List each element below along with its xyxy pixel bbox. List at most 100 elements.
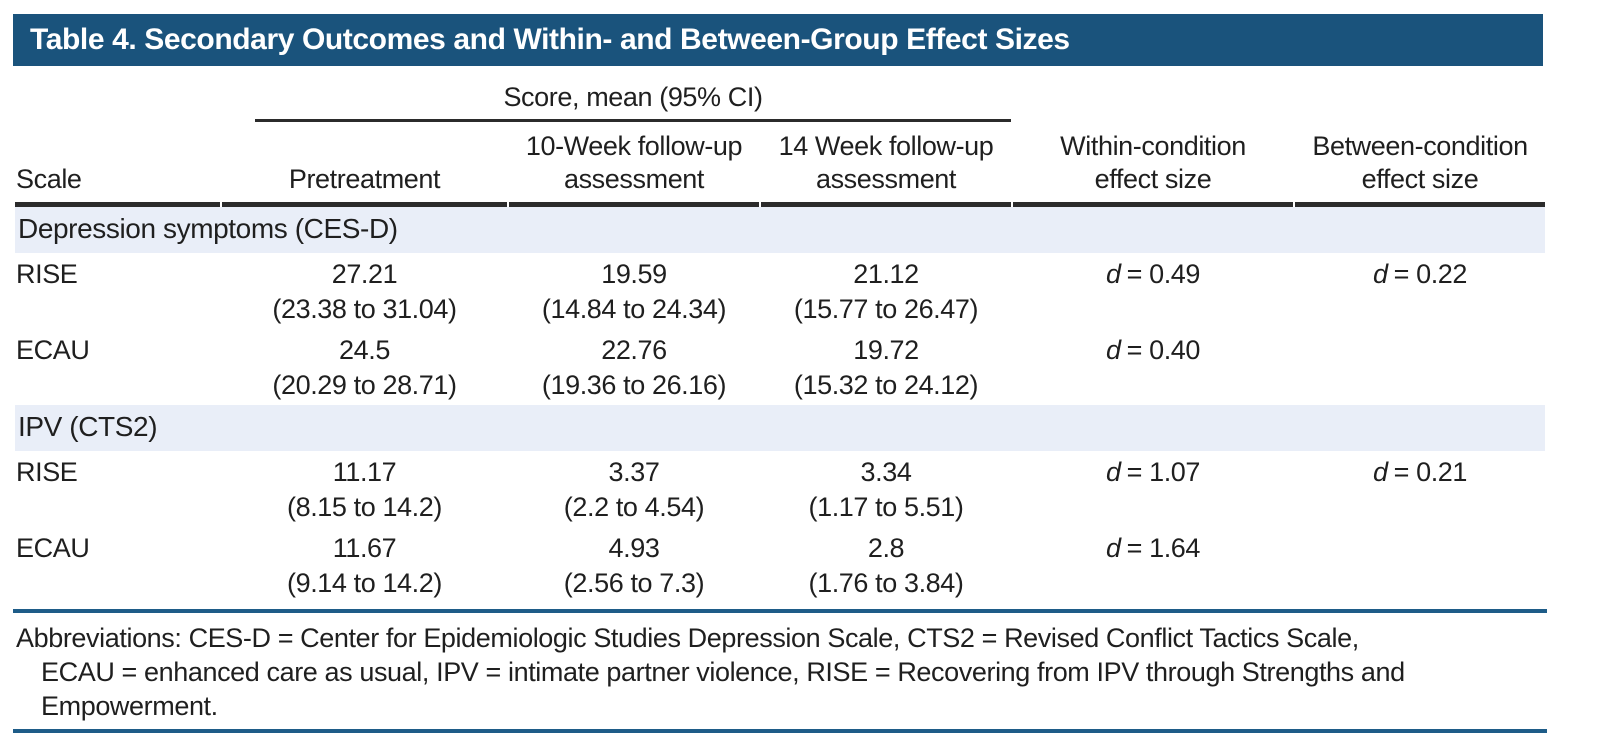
- between-effect-cell: d = 0.21: [1295, 451, 1545, 527]
- column-header-pretreatment: Pretreatment: [222, 122, 507, 207]
- confidence-interval: (19.36 to 26.16): [541, 370, 727, 400]
- within-effect-cell: d = 1.07: [1013, 451, 1293, 527]
- mean-value: 2.8: [867, 533, 905, 563]
- table-figure: Table 4. Secondary Outcomes and Within- …: [13, 14, 1547, 733]
- effect-value: = 0.22: [1393, 259, 1468, 289]
- confidence-interval: (9.14 to 14.2): [286, 568, 442, 598]
- confidence-interval: (20.29 to 28.71): [272, 370, 457, 400]
- within-column-spacer: [1013, 78, 1293, 122]
- divider-rule-bottom: [13, 729, 1547, 733]
- column-header-within: Within-condition effect size: [1013, 122, 1294, 207]
- footnote-line: Empowerment.: [41, 691, 218, 721]
- within-effect-cell: d = 0.49: [1013, 253, 1293, 329]
- outcomes-table: Score, mean (95% CI) Scale Pretreatment …: [13, 78, 1547, 603]
- confidence-interval: (1.17 to 5.51): [808, 492, 964, 522]
- confidence-interval: (8.15 to 14.2): [286, 492, 442, 522]
- mean-value: 19.59: [601, 259, 667, 289]
- pretreatment-cell: 24.5 (20.29 to 28.71): [222, 329, 507, 405]
- column-header-row: Scale Pretreatment 10-Week follow-up ass…: [15, 122, 1546, 207]
- mean-value: 19.72: [853, 335, 919, 365]
- column-header-between: Between-condition effect size: [1295, 122, 1546, 207]
- week10-cell: 22.76 (19.36 to 26.16): [509, 329, 759, 405]
- column-header-within-line1: Within-condition: [1060, 131, 1246, 161]
- score-spanner-row: Score, mean (95% CI): [15, 78, 1545, 122]
- scale-cell: ECAU: [16, 335, 90, 365]
- mean-value: 24.5: [339, 335, 390, 365]
- table-title: Table 4. Secondary Outcomes and Within- …: [30, 23, 1070, 56]
- mean-value: 4.93: [608, 533, 660, 563]
- effect-symbol: d: [1105, 335, 1121, 365]
- confidence-interval: (2.2 to 4.54): [563, 492, 705, 522]
- column-header-10week-line1: 10-Week follow-up: [525, 131, 743, 161]
- scale-cell: ECAU: [16, 533, 90, 563]
- confidence-interval: (23.38 to 31.04): [272, 294, 457, 324]
- scale-cell: RISE: [16, 457, 78, 487]
- effect-value: = 0.21: [1393, 457, 1468, 487]
- column-header-14week: 14 Week follow-up assessment: [761, 122, 1012, 207]
- table-title-bar: Table 4. Secondary Outcomes and Within- …: [13, 14, 1543, 66]
- column-header-between-line2: effect size: [1361, 164, 1479, 194]
- table-row-depression-ecau: ECAU 24.5 (20.29 to 28.71) 22.76 (19.36 …: [15, 329, 1545, 405]
- mean-value: 11.17: [332, 457, 397, 487]
- week10-cell: 4.93 (2.56 to 7.3): [509, 527, 759, 603]
- footnote-line: ECAU = enhanced care as usual, IPV = int…: [41, 657, 1405, 687]
- column-header-14week-line2: assessment: [815, 164, 957, 194]
- table-row-depression-rise: RISE 27.21 (23.38 to 31.04) 19.59 (14.84…: [15, 253, 1545, 329]
- confidence-interval: (1.76 to 3.84): [808, 568, 964, 598]
- column-header-14week-line1: 14 Week follow-up: [778, 131, 994, 161]
- effect-value: = 0.40: [1126, 335, 1201, 365]
- table-row-ipv-ecau: ECAU 11.67 (9.14 to 14.2) 4.93 (2.56 to …: [15, 527, 1545, 603]
- table-footnote: Abbreviations: CES-D = Center for Epidem…: [16, 621, 1540, 723]
- pretreatment-cell: 11.17 (8.15 to 14.2): [222, 451, 507, 527]
- effect-symbol: d: [1105, 259, 1121, 289]
- confidence-interval: (15.32 to 24.12): [793, 370, 979, 400]
- mean-value: 27.21: [331, 259, 398, 289]
- effect-symbol: d: [1372, 259, 1388, 289]
- footnote-line: Abbreviations: CES-D = Center for Epidem…: [16, 623, 1359, 653]
- week14-cell: 2.8 (1.76 to 3.84): [761, 527, 1011, 603]
- column-header-10week: 10-Week follow-up assessment: [509, 122, 759, 207]
- column-header-within-line2: effect size: [1094, 164, 1212, 194]
- between-column-spacer: [1295, 78, 1545, 122]
- table-header: Score, mean (95% CI) Scale Pretreatment …: [15, 78, 1546, 207]
- section-row-ipv: IPV (CTS2): [15, 405, 1546, 451]
- between-effect-cell-empty: [1295, 527, 1545, 603]
- column-header-scale: Scale: [15, 122, 220, 207]
- week14-cell: 3.34 (1.17 to 5.51): [761, 451, 1011, 527]
- score-mean-spanner: Score, mean (95% CI): [222, 78, 1012, 122]
- mean-value: 22.76: [601, 335, 667, 365]
- mean-value: 11.67: [332, 533, 397, 563]
- section-row-depression: Depression symptoms (CES-D): [15, 207, 1546, 253]
- column-header-10week-line2: assessment: [563, 164, 705, 194]
- week10-cell: 19.59 (14.84 to 24.34): [509, 253, 759, 329]
- confidence-interval: (2.56 to 7.3): [563, 568, 705, 598]
- within-effect-cell: d = 0.40: [1013, 329, 1293, 405]
- section-label-depression: Depression symptoms (CES-D): [15, 207, 1546, 253]
- mean-value: 3.34: [860, 457, 912, 487]
- effect-symbol: d: [1105, 533, 1121, 563]
- mean-value: 21.12: [853, 259, 919, 289]
- scale-cell: RISE: [16, 259, 78, 289]
- pretreatment-cell: 27.21 (23.38 to 31.04): [222, 253, 507, 329]
- within-effect-cell: d = 1.64: [1013, 527, 1293, 603]
- between-effect-cell: d = 0.22: [1295, 253, 1545, 329]
- confidence-interval: (15.77 to 26.47): [793, 294, 979, 324]
- section-label-ipv: IPV (CTS2): [15, 405, 1546, 451]
- week14-cell: 21.12 (15.77 to 26.47): [761, 253, 1011, 329]
- table-body: Depression symptoms (CES-D) RISE 27.21 (…: [15, 207, 1546, 603]
- column-header-between-line1: Between-condition: [1312, 131, 1528, 161]
- table-row-ipv-rise: RISE 11.17 (8.15 to 14.2) 3.37 (2.2 to 4…: [15, 451, 1545, 527]
- divider-rule-top: [13, 609, 1547, 613]
- effect-value: = 1.64: [1126, 533, 1201, 563]
- mean-value: 3.37: [608, 457, 660, 487]
- scale-column-spacer: [15, 78, 220, 122]
- between-effect-cell-empty: [1295, 329, 1545, 405]
- week14-cell: 19.72 (15.32 to 24.12): [761, 329, 1011, 405]
- effect-symbol: d: [1372, 457, 1388, 487]
- effect-symbol: d: [1105, 457, 1121, 487]
- pretreatment-cell: 11.67 (9.14 to 14.2): [222, 527, 507, 603]
- week10-cell: 3.37 (2.2 to 4.54): [509, 451, 759, 527]
- score-mean-label: Score, mean (95% CI): [255, 78, 1012, 122]
- confidence-interval: (14.84 to 24.34): [541, 294, 727, 324]
- effect-value: = 1.07: [1126, 457, 1201, 487]
